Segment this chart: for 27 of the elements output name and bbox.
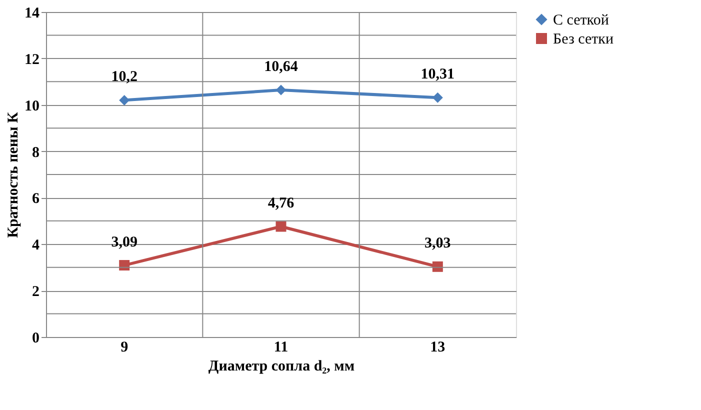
- y-tick-label: 10: [24, 98, 40, 114]
- data-label: 10,64: [264, 59, 298, 75]
- legend-label: С сеткой: [553, 12, 609, 28]
- y-tick-label: 6: [32, 191, 40, 208]
- y-axis-title: Кратность пены К: [6, 112, 22, 238]
- data-label: 10,2: [111, 69, 138, 86]
- point: [119, 260, 130, 271]
- x-axis-title: Диаметр сопла d₂, мм: [208, 358, 355, 374]
- x-tick-label: 11: [274, 340, 288, 356]
- point: [432, 92, 443, 103]
- y-tick-label: 12: [24, 52, 40, 68]
- point: [276, 221, 286, 232]
- point: [119, 94, 130, 106]
- y-tick-label: 14: [24, 6, 40, 22]
- x-tick-label: 13: [430, 340, 446, 356]
- data-label: 10,31: [420, 66, 455, 83]
- data-label: 3,03: [424, 236, 451, 252]
- point: [276, 84, 286, 96]
- y-tick-label: 4: [32, 238, 40, 254]
- y-tick-label: 0: [32, 330, 40, 346]
- point: [432, 261, 443, 272]
- x-tick-label: 9: [120, 340, 128, 356]
- y-tick-label: 2: [32, 284, 40, 300]
- data-label: 3,09: [111, 234, 138, 250]
- legend-label: Без сетки: [553, 32, 614, 48]
- data-label: 4,76: [268, 196, 295, 212]
- y-tick-label: 8: [32, 144, 40, 161]
